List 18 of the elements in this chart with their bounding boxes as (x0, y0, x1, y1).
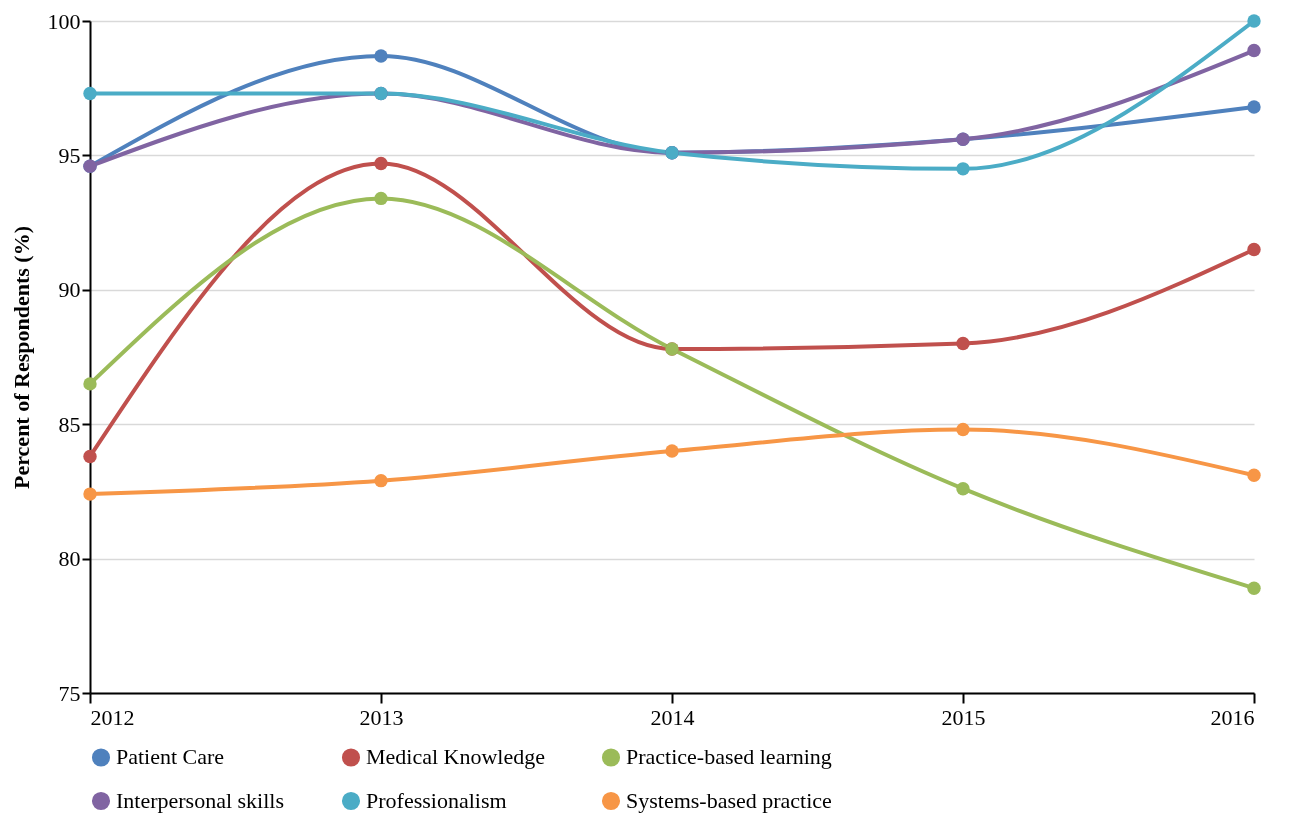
legend-label: Patient Care (116, 744, 225, 770)
y-tick-label: 75 (58, 680, 81, 706)
legend-label: Practice-based learning (626, 744, 832, 770)
x-tick-label: 2014 (650, 704, 695, 730)
y-tick-label: 85 (58, 411, 81, 437)
legend-label: Medical Knowledge (366, 744, 545, 770)
y-tick-label: 95 (58, 142, 81, 168)
y-tick-label: 80 (58, 546, 81, 572)
x-tick-label: 2012 (90, 704, 135, 730)
legend-label: Systems-based practice (626, 788, 832, 813)
legend-label: Interpersonal skills (116, 788, 285, 813)
y-tick-label: 90 (58, 277, 81, 303)
legend-label: Professionalism (366, 788, 507, 813)
x-tick-label: 2013 (359, 704, 404, 730)
y-axis-title: Percent of Respondents (%) (8, 226, 34, 489)
y-tick-label: 100 (47, 8, 81, 34)
x-tick-label: 2016 (1210, 704, 1255, 730)
x-tick-label: 2015 (941, 704, 986, 730)
